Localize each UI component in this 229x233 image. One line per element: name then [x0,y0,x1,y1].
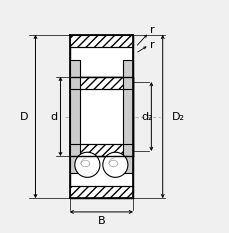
Text: D₂: D₂ [171,112,184,121]
Text: D: D [20,112,28,121]
Text: r: r [150,40,154,50]
Circle shape [74,152,99,177]
Bar [123,60,133,173]
Text: B: B [97,216,105,226]
Bar [69,60,79,173]
Bar [69,35,133,47]
Text: d₂: d₂ [141,112,152,121]
Bar [69,77,133,89]
Text: r: r [150,25,154,35]
Bar [69,144,133,156]
Text: d: d [50,112,57,121]
Bar [69,35,133,198]
Bar [69,186,133,198]
Bar [69,77,133,156]
Circle shape [102,152,127,177]
